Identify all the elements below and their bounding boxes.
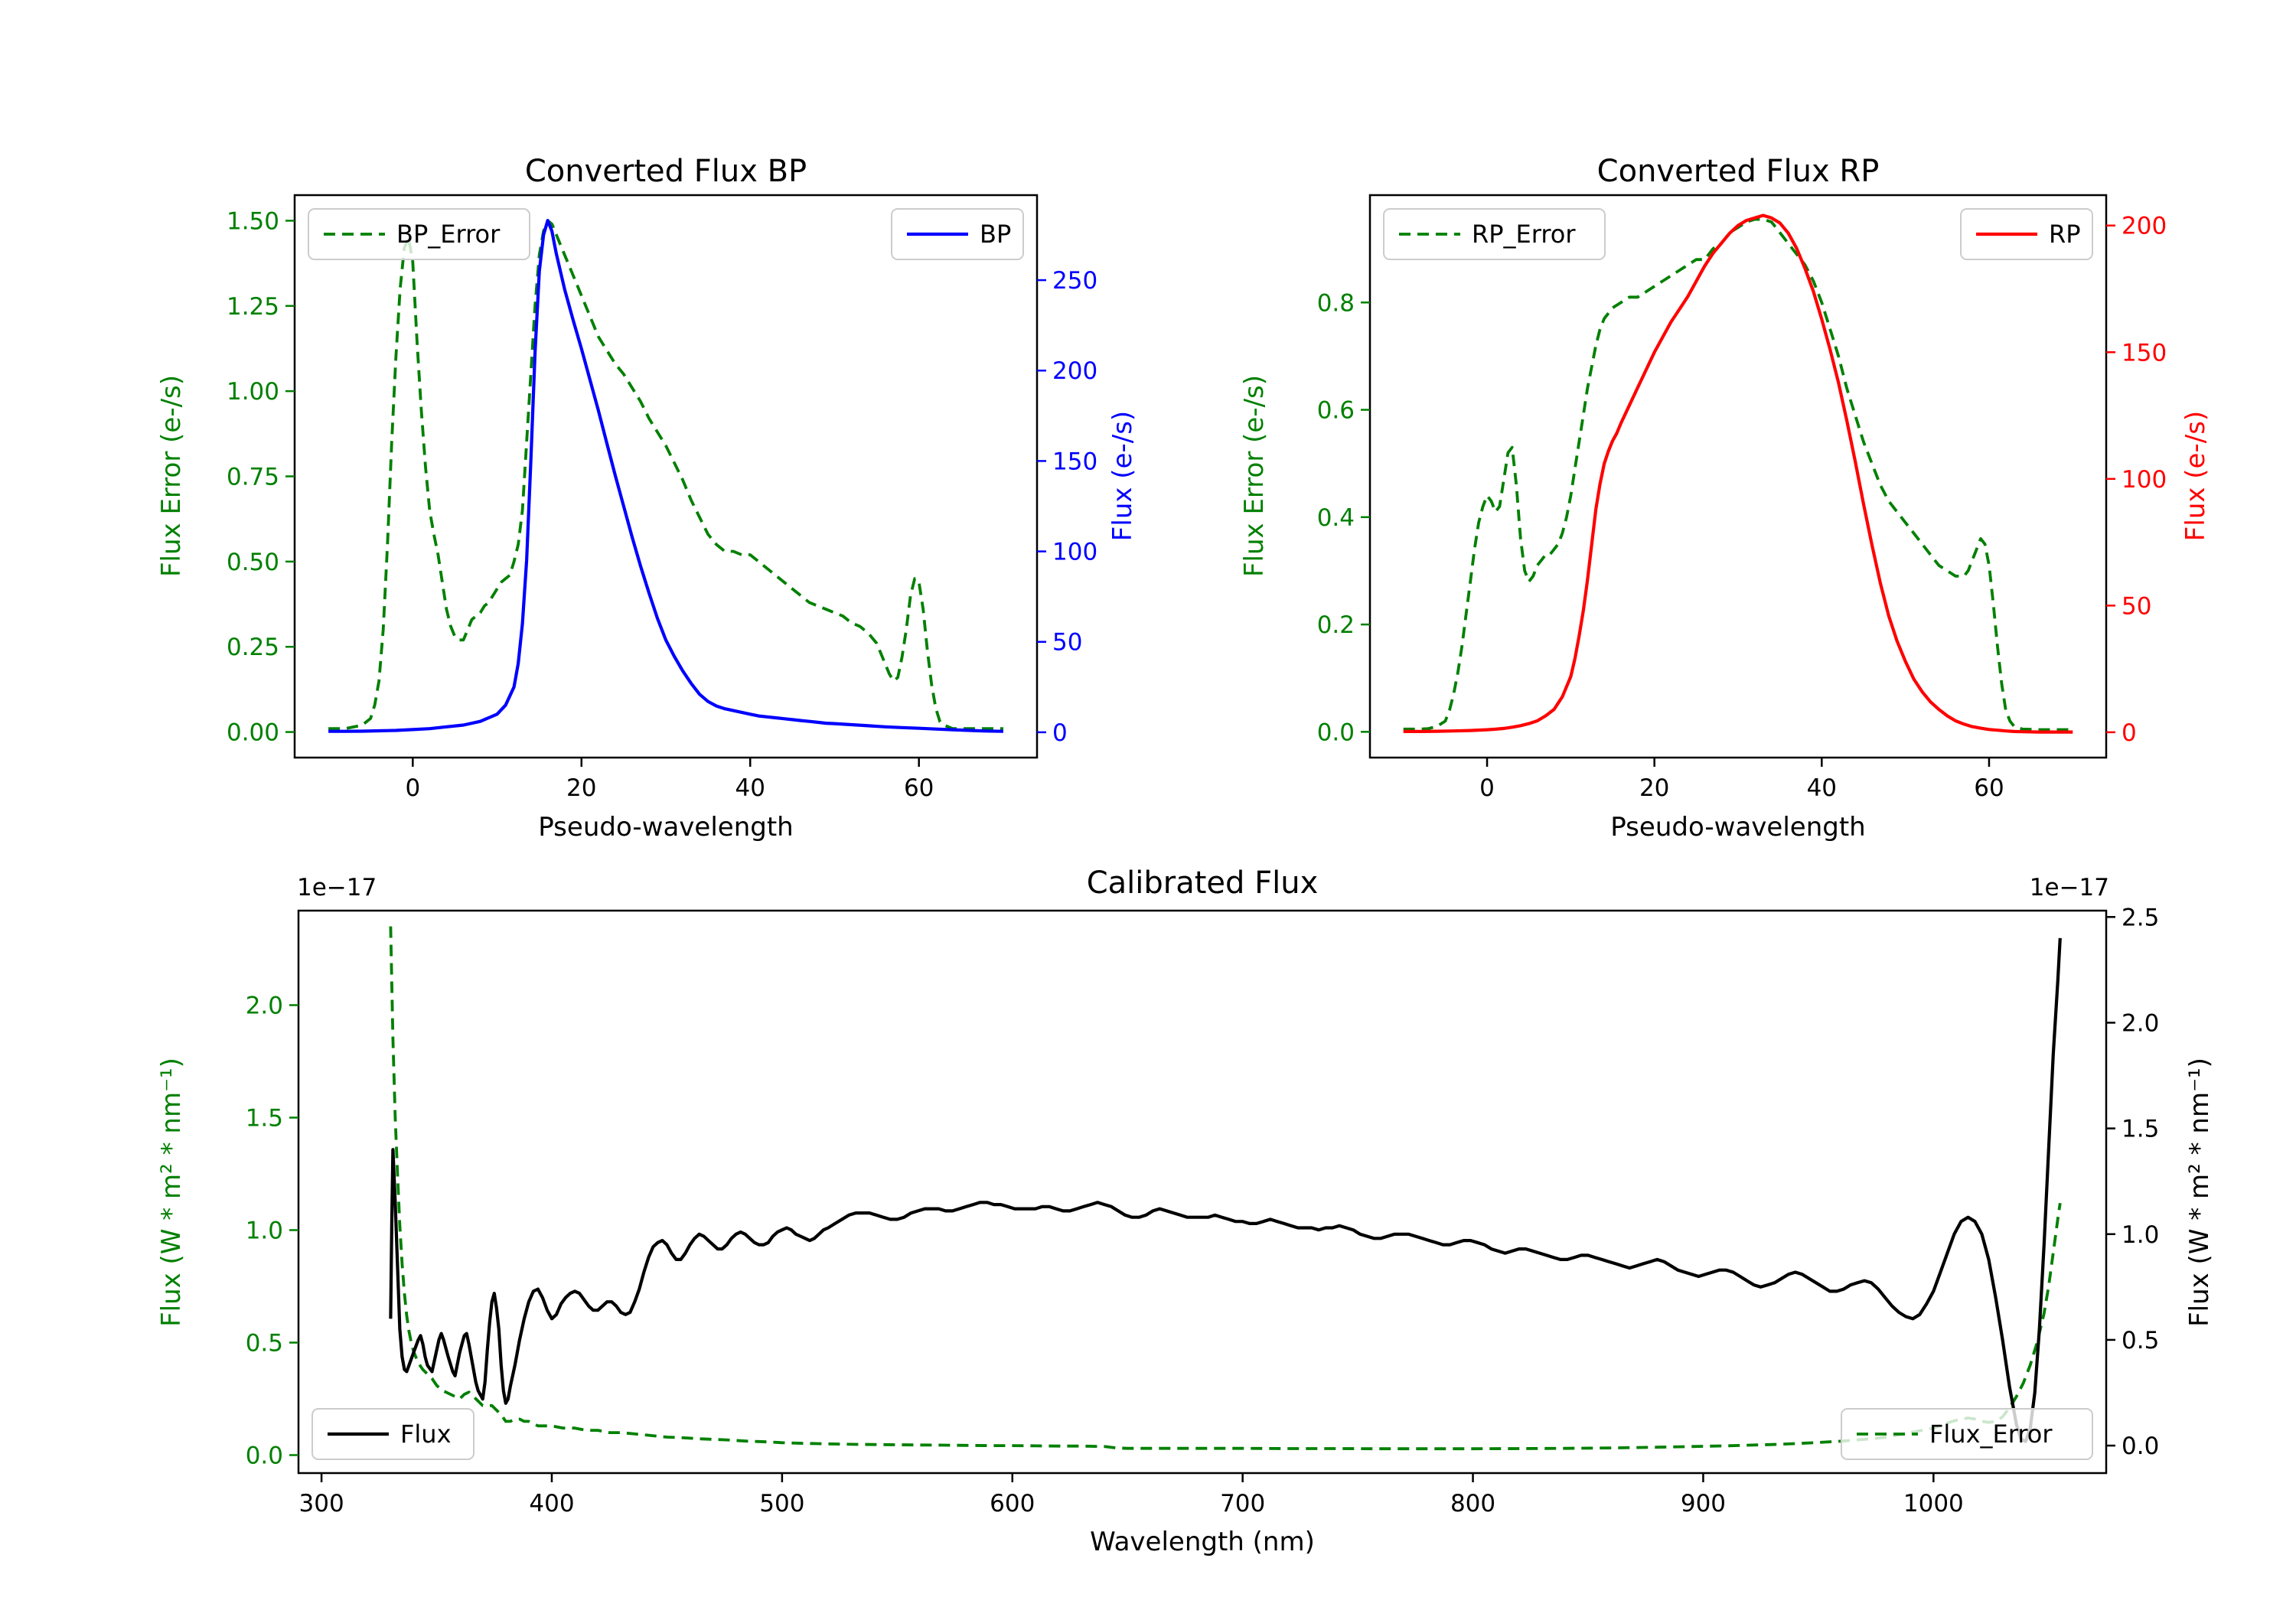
- plot-border-bp: [293, 194, 1039, 759]
- y-tick-label-right: 0.0: [2122, 1433, 2159, 1460]
- y-tick-label-right: 0: [2122, 719, 2137, 747]
- x-tick-label: 20: [1639, 774, 1669, 802]
- y-tick-label-right: 2.0: [2122, 1009, 2159, 1037]
- x-axis-label-rp: Pseudo-wavelength: [1610, 812, 1865, 843]
- plot-border-rp: [1368, 194, 2108, 759]
- y-axis-label-rp-right: Flux (e-/s): [2180, 411, 2211, 541]
- offset-text-cal-left: 1e−17: [297, 874, 377, 901]
- chart-title-bp: Converted Flux BP: [525, 154, 807, 189]
- series-line-Flux_Error: [389, 926, 2062, 1451]
- y-tick-label-right: 0.5: [2122, 1327, 2159, 1354]
- x-tick-label: 20: [566, 774, 596, 802]
- chart-cal: 300 400 500 600 700 800 900 1000 0.0 0.5 1.0 1.5 2.0…: [246, 904, 2160, 1517]
- legend-label: BP_Error: [396, 220, 501, 249]
- series-line-RP_Error: [1403, 217, 2073, 732]
- legend-label: Flux: [400, 1420, 452, 1449]
- y-tick-label-left: 0.00: [227, 719, 279, 747]
- x-tick-label: 700: [1220, 1490, 1265, 1517]
- y-tick-label-left: 1.0: [246, 1217, 283, 1244]
- y-tick-label-left: 0.25: [227, 634, 279, 661]
- x-axis-label-bp: Pseudo-wavelength: [538, 812, 793, 843]
- chart-rp: 0 20 40 60 0.0 0.2 0.4 0.6 0.8 0 50 100 150 200 RP_Err…: [1317, 194, 2167, 802]
- legend-label: RP_Error: [1472, 220, 1576, 249]
- x-tick-label: 0: [405, 774, 420, 802]
- x-tick-label: 1000: [1903, 1490, 1964, 1517]
- series-line-BP: [328, 219, 1003, 733]
- y-tick-label-left: 0.2: [1317, 611, 1355, 639]
- y-tick-label-left: 0.4: [1317, 504, 1355, 532]
- x-tick-label: 500: [759, 1490, 804, 1517]
- legend-box-Flux_Error: [1841, 1408, 2093, 1460]
- chart-title-rp: Converted Flux RP: [1597, 154, 1880, 189]
- legend-box-BP_Error: [308, 208, 530, 260]
- x-tick-label: 0: [1479, 774, 1495, 802]
- y-axis-label-bp-left: Flux Error (e-/s): [156, 375, 187, 577]
- y-tick-label-right: 100: [1052, 539, 1097, 566]
- series-line-BP_Error: [328, 219, 1003, 730]
- x-tick-label: 60: [1974, 774, 2004, 802]
- y-tick-label-left: 0.75: [227, 464, 279, 491]
- plot-border-cal: [297, 909, 2108, 1475]
- y-tick-label-right: 200: [1052, 357, 1097, 385]
- y-tick-label-left: 2.0: [246, 992, 283, 1019]
- y-axis-label-rp-left: Flux Error (e-/s): [1239, 375, 1270, 577]
- y-tick-label-left: 1.50: [227, 207, 279, 235]
- y-tick-label-right: 0: [1052, 719, 1068, 747]
- y-axis-label-bp-right: Flux (e-/s): [1107, 411, 1138, 541]
- y-tick-label-left: 1.25: [227, 293, 279, 321]
- y-tick-label-right: 1.5: [2122, 1116, 2159, 1143]
- chart-bp: 0 20 40 60 0.00 0.25 0.50 0.75 1.00 1.25 1.50 0 50 10…: [227, 194, 1097, 802]
- y-tick-label-right: 1.0: [2122, 1221, 2159, 1249]
- x-tick-label: 900: [1681, 1490, 1726, 1517]
- x-tick-label: 40: [1807, 774, 1837, 802]
- y-tick-label-right: 150: [1052, 448, 1097, 475]
- y-axis-label-cal-right: Flux (W * m² * nm⁻¹): [2184, 1058, 2215, 1327]
- y-tick-label-left: 1.00: [227, 378, 279, 406]
- y-tick-label-right: 250: [1052, 267, 1097, 295]
- legend-label: BP: [980, 220, 1011, 249]
- x-tick-label: 400: [529, 1490, 574, 1517]
- y-tick-label-right: 100: [2122, 466, 2167, 494]
- legend-label: RP: [2049, 220, 2081, 249]
- y-tick-label-left: 0.5: [246, 1329, 283, 1357]
- chart-layers: 0 20 40 600.000.250.500.751.001.251.5005010…: [227, 194, 2167, 1517]
- series-line-RP: [1403, 214, 2073, 734]
- chart-title-cal: Calibrated Flux: [1087, 865, 1319, 901]
- y-tick-label-left: 1.5: [246, 1104, 283, 1132]
- x-tick-label: 60: [904, 774, 934, 802]
- legend-box-Flux: [311, 1408, 475, 1460]
- series-line-Flux: [389, 937, 2062, 1443]
- x-axis-label-cal: Wavelength (nm): [1090, 1527, 1315, 1557]
- offset-text-cal-right: 1e−17: [2030, 874, 2109, 901]
- y-tick-label-right: 200: [2122, 213, 2167, 240]
- legend-label: Flux_Error: [1929, 1420, 2053, 1449]
- y-tick-label-left: 0.8: [1317, 289, 1355, 317]
- x-tick-label: 300: [299, 1490, 344, 1517]
- y-tick-label-left: 0.0: [1317, 719, 1355, 746]
- y-tick-label-right: 50: [1052, 629, 1082, 657]
- y-axis-label-cal-left: Flux (W * m² * nm⁻¹): [156, 1058, 187, 1327]
- y-tick-label-right: 2.5: [2122, 904, 2159, 931]
- y-tick-label-right: 150: [2122, 339, 2167, 367]
- y-tick-label-left: 0.0: [246, 1442, 283, 1469]
- x-tick-label: 800: [1450, 1490, 1495, 1517]
- y-tick-label-left: 0.6: [1317, 397, 1355, 425]
- x-tick-label: 40: [735, 774, 765, 802]
- y-tick-label-left: 0.50: [227, 549, 279, 576]
- legend-box-RP_Error: [1383, 208, 1606, 260]
- x-tick-label: 600: [990, 1490, 1035, 1517]
- y-tick-label-right: 50: [2122, 592, 2151, 620]
